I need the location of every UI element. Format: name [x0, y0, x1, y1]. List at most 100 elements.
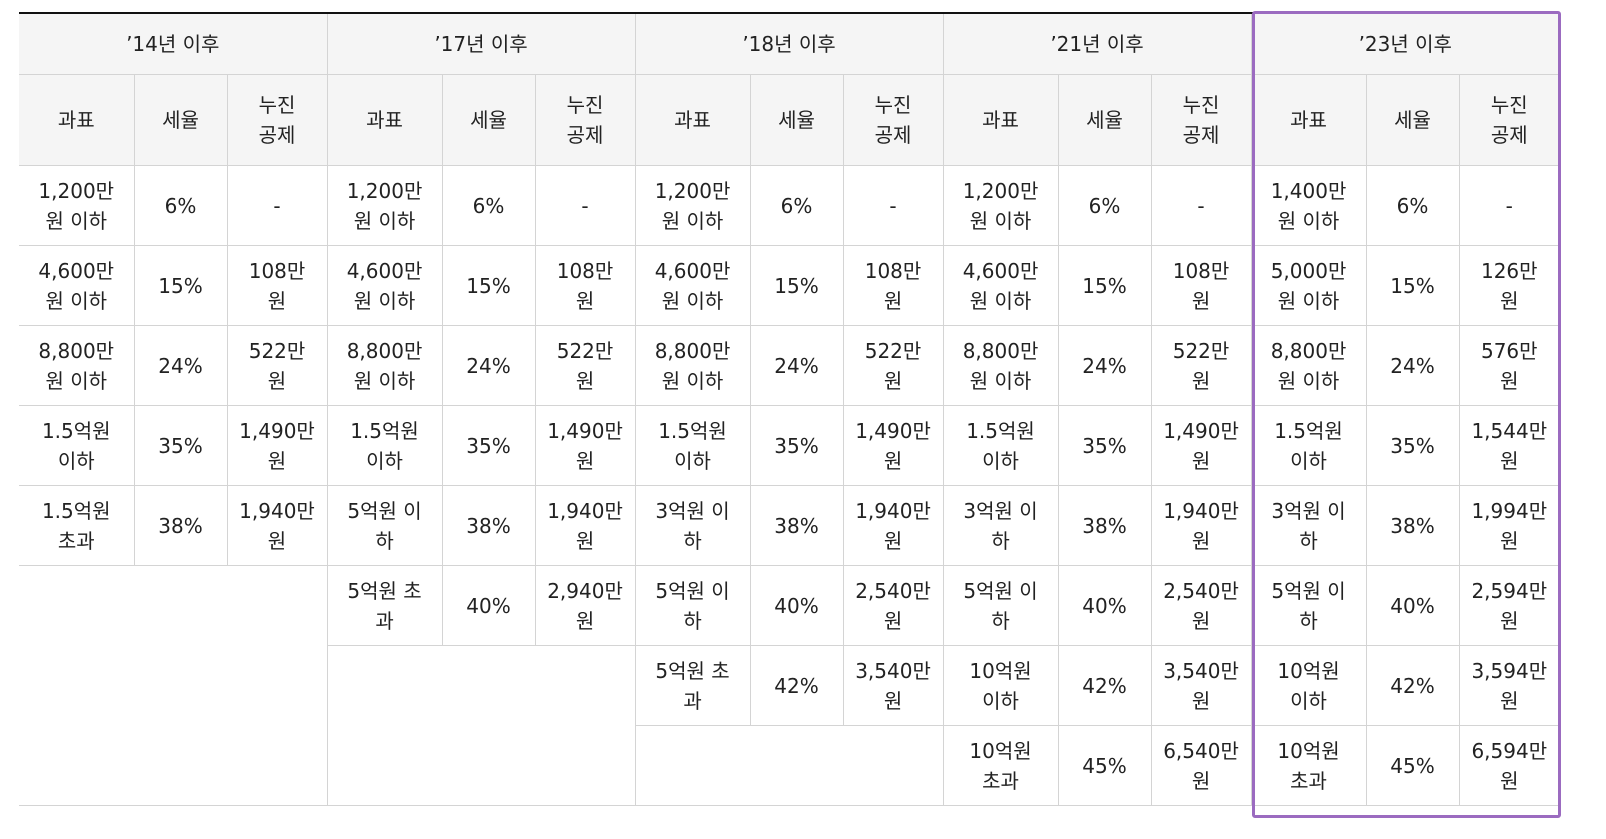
period-header: ’14년 이후	[19, 12, 328, 75]
progressive-deduction-header: 누진 공제	[1150, 74, 1252, 166]
deduction-cell: 2,594만 원	[1458, 565, 1560, 646]
deduction-cell: 1,490만 원	[842, 405, 944, 486]
tax-rate-header: 세율	[441, 74, 536, 166]
deduction-cell: 522만 원	[534, 325, 636, 406]
deduction-cell: 1,490만 원	[226, 405, 328, 486]
table-row: 5억원 초 과 40% 2,940만 원 5억원 이 하 40% 2,540만 원 5억원 …	[19, 565, 1560, 806]
tax-base-cell: 1,200만 원 이하	[19, 165, 135, 246]
deduction-cell: 3,540만 원	[842, 645, 944, 726]
tax-base-cell: 5억원 초 과	[326, 565, 443, 646]
deduction-cell: -	[842, 165, 944, 246]
period-header: ’21년 이후	[942, 12, 1252, 75]
period-header: ’18년 이후	[634, 12, 944, 75]
deduction-cell: 108만 원	[842, 245, 944, 326]
deduction-cell: 2,540만 원	[1150, 565, 1252, 646]
deduction-cell: 1,994만 원	[1458, 485, 1560, 566]
empty-cell	[635, 725, 944, 806]
period-header-row: ’14년 이후 ’17년 이후 ’18년 이후 ’21년 이후 ’23년 이후	[19, 12, 1560, 75]
tax-rate-cell: 45%	[1365, 725, 1460, 806]
deduction-cell: 2,940만 원	[534, 565, 636, 646]
progressive-deduction-header: 누진 공제	[226, 74, 328, 166]
tax-rate-cell: 38%	[133, 485, 228, 566]
deduction-cell: -	[1150, 165, 1252, 246]
tax-base-cell: 1.5억원 이하	[19, 405, 135, 486]
deduction-cell: 1,940만 원	[534, 485, 636, 566]
tax-rate-cell: 24%	[441, 325, 536, 406]
tax-base-header: 과표	[326, 74, 443, 166]
tax-rate-cell: 15%	[133, 245, 228, 326]
deduction-cell: 2,540만 원	[842, 565, 944, 646]
tax-base-cell: 5억원 이 하	[1250, 565, 1367, 646]
deduction-cell: 3,594만 원	[1458, 645, 1560, 726]
tax-base-cell: 1.5억원 이하	[326, 405, 443, 486]
deduction-cell: 6,594만 원	[1458, 725, 1560, 806]
tax-base-cell: 8,800만 원 이하	[19, 325, 135, 406]
tax-rate-cell: 42%	[1365, 645, 1460, 726]
empty-cell	[327, 645, 636, 806]
tax-base-cell: 4,600만 원 이하	[634, 245, 751, 326]
deduction-cell: -	[534, 165, 636, 246]
table-row: 1.5억원 이하 35% 1,490만 원 1.5억원 이하 35% 1,490만 원 1.…	[19, 405, 1560, 486]
tax-rate-table-body: 1,200만 원 이하 6% -1,200만 원 이하 6% -1,200만 원 이하 6…	[19, 165, 1560, 806]
tax-base-cell: 3억원 이 하	[942, 485, 1059, 566]
tax-rate-cell: 24%	[133, 325, 228, 406]
progressive-deduction-header: 누진 공제	[842, 74, 944, 166]
tax-rate-cell: 24%	[1365, 325, 1460, 406]
period-header: ’17년 이후	[326, 12, 636, 75]
deduction-cell: 1,940만 원	[1150, 485, 1252, 566]
income-tax-rate-table: ’14년 이후 ’17년 이후 ’18년 이후 ’21년 이후 ’23년 이후 …	[19, 12, 1560, 806]
tax-rate-cell: 15%	[441, 245, 536, 326]
tax-rate-cell: 6%	[1057, 165, 1152, 246]
tax-rate-cell: 24%	[1057, 325, 1152, 406]
table-row: 1,200만 원 이하 6% -1,200만 원 이하 6% -1,200만 원 이하 6…	[19, 165, 1560, 246]
tax-base-cell: 5억원 이 하	[326, 485, 443, 566]
deduction-cell: 6,540만 원	[1150, 725, 1252, 806]
tax-base-cell: 1.5억원 이하	[1250, 405, 1367, 486]
tax-rate-table-container: ’14년 이후 ’17년 이후 ’18년 이후 ’21년 이후 ’23년 이후 …	[19, 12, 1560, 806]
tax-base-cell: 10억원 이하	[942, 645, 1059, 726]
tax-base-header: 과표	[19, 74, 135, 166]
tax-rate-cell: 38%	[1057, 485, 1152, 566]
tax-rate-cell: 40%	[441, 565, 536, 646]
deduction-cell: -	[1458, 165, 1560, 246]
tax-rate-cell: 45%	[1057, 725, 1152, 806]
tax-rate-cell: 40%	[749, 565, 844, 646]
deduction-cell: 108만 원	[226, 245, 328, 326]
tax-base-cell: 8,800만 원 이하	[326, 325, 443, 406]
table-row: 10억원 초과 45% 6,540만 원 10억원 초과 45% 6,594만 원	[19, 725, 1560, 806]
tax-base-cell: 3억원 이 하	[634, 485, 751, 566]
tax-base-cell: 10억원 이하	[1250, 645, 1367, 726]
tax-base-cell: 5,000만 원 이하	[1250, 245, 1367, 326]
tax-rate-cell: 15%	[1365, 245, 1460, 326]
deduction-cell: -	[226, 165, 328, 246]
table-row: 4,600만 원 이하 15% 108만 원 4,600만 원 이하 15% 108만 원…	[19, 245, 1560, 326]
tax-rate-cell: 40%	[1057, 565, 1152, 646]
deduction-cell: 108만 원	[1150, 245, 1252, 326]
tax-base-cell: 4,600만 원 이하	[19, 245, 135, 326]
table-row: 8,800만 원 이하 24% 522만 원 8,800만 원 이하 24% 522만 원…	[19, 325, 1560, 406]
tax-base-cell: 1.5억원 초과	[19, 485, 135, 566]
tax-rate-cell: 38%	[441, 485, 536, 566]
tax-base-cell: 1.5억원 이하	[634, 405, 751, 486]
tax-rate-cell: 6%	[441, 165, 536, 246]
deduction-cell: 1,490만 원	[534, 405, 636, 486]
tax-rate-cell: 42%	[749, 645, 844, 726]
table-row: 1.5억원 초과 38% 1,940만 원 5억원 이 하 38% 1,940만 원 3억원…	[19, 485, 1560, 566]
tax-base-cell: 1,200만 원 이하	[326, 165, 443, 246]
tax-rate-cell: 38%	[749, 485, 844, 566]
tax-base-cell: 5억원 이 하	[942, 565, 1059, 646]
tax-base-cell: 8,800만 원 이하	[634, 325, 751, 406]
tax-rate-header: 세율	[749, 74, 844, 166]
tax-rate-cell: 35%	[1365, 405, 1460, 486]
progressive-deduction-header: 누진 공제	[534, 74, 636, 166]
tax-base-header: 과표	[634, 74, 751, 166]
tax-rate-cell: 6%	[133, 165, 228, 246]
column-header-row: 과표 세율 누진 공제 과표 세율 누진 공제 과표 세율 누진 공제 과표 세…	[19, 74, 1560, 166]
tax-rate-cell: 6%	[749, 165, 844, 246]
tax-rate-cell: 24%	[749, 325, 844, 406]
deduction-cell: 522만 원	[842, 325, 944, 406]
tax-rate-header: 세율	[1365, 74, 1460, 166]
tax-rate-cell: 6%	[1365, 165, 1460, 246]
tax-rate-header: 세율	[1057, 74, 1152, 166]
deduction-cell: 522만 원	[226, 325, 328, 406]
